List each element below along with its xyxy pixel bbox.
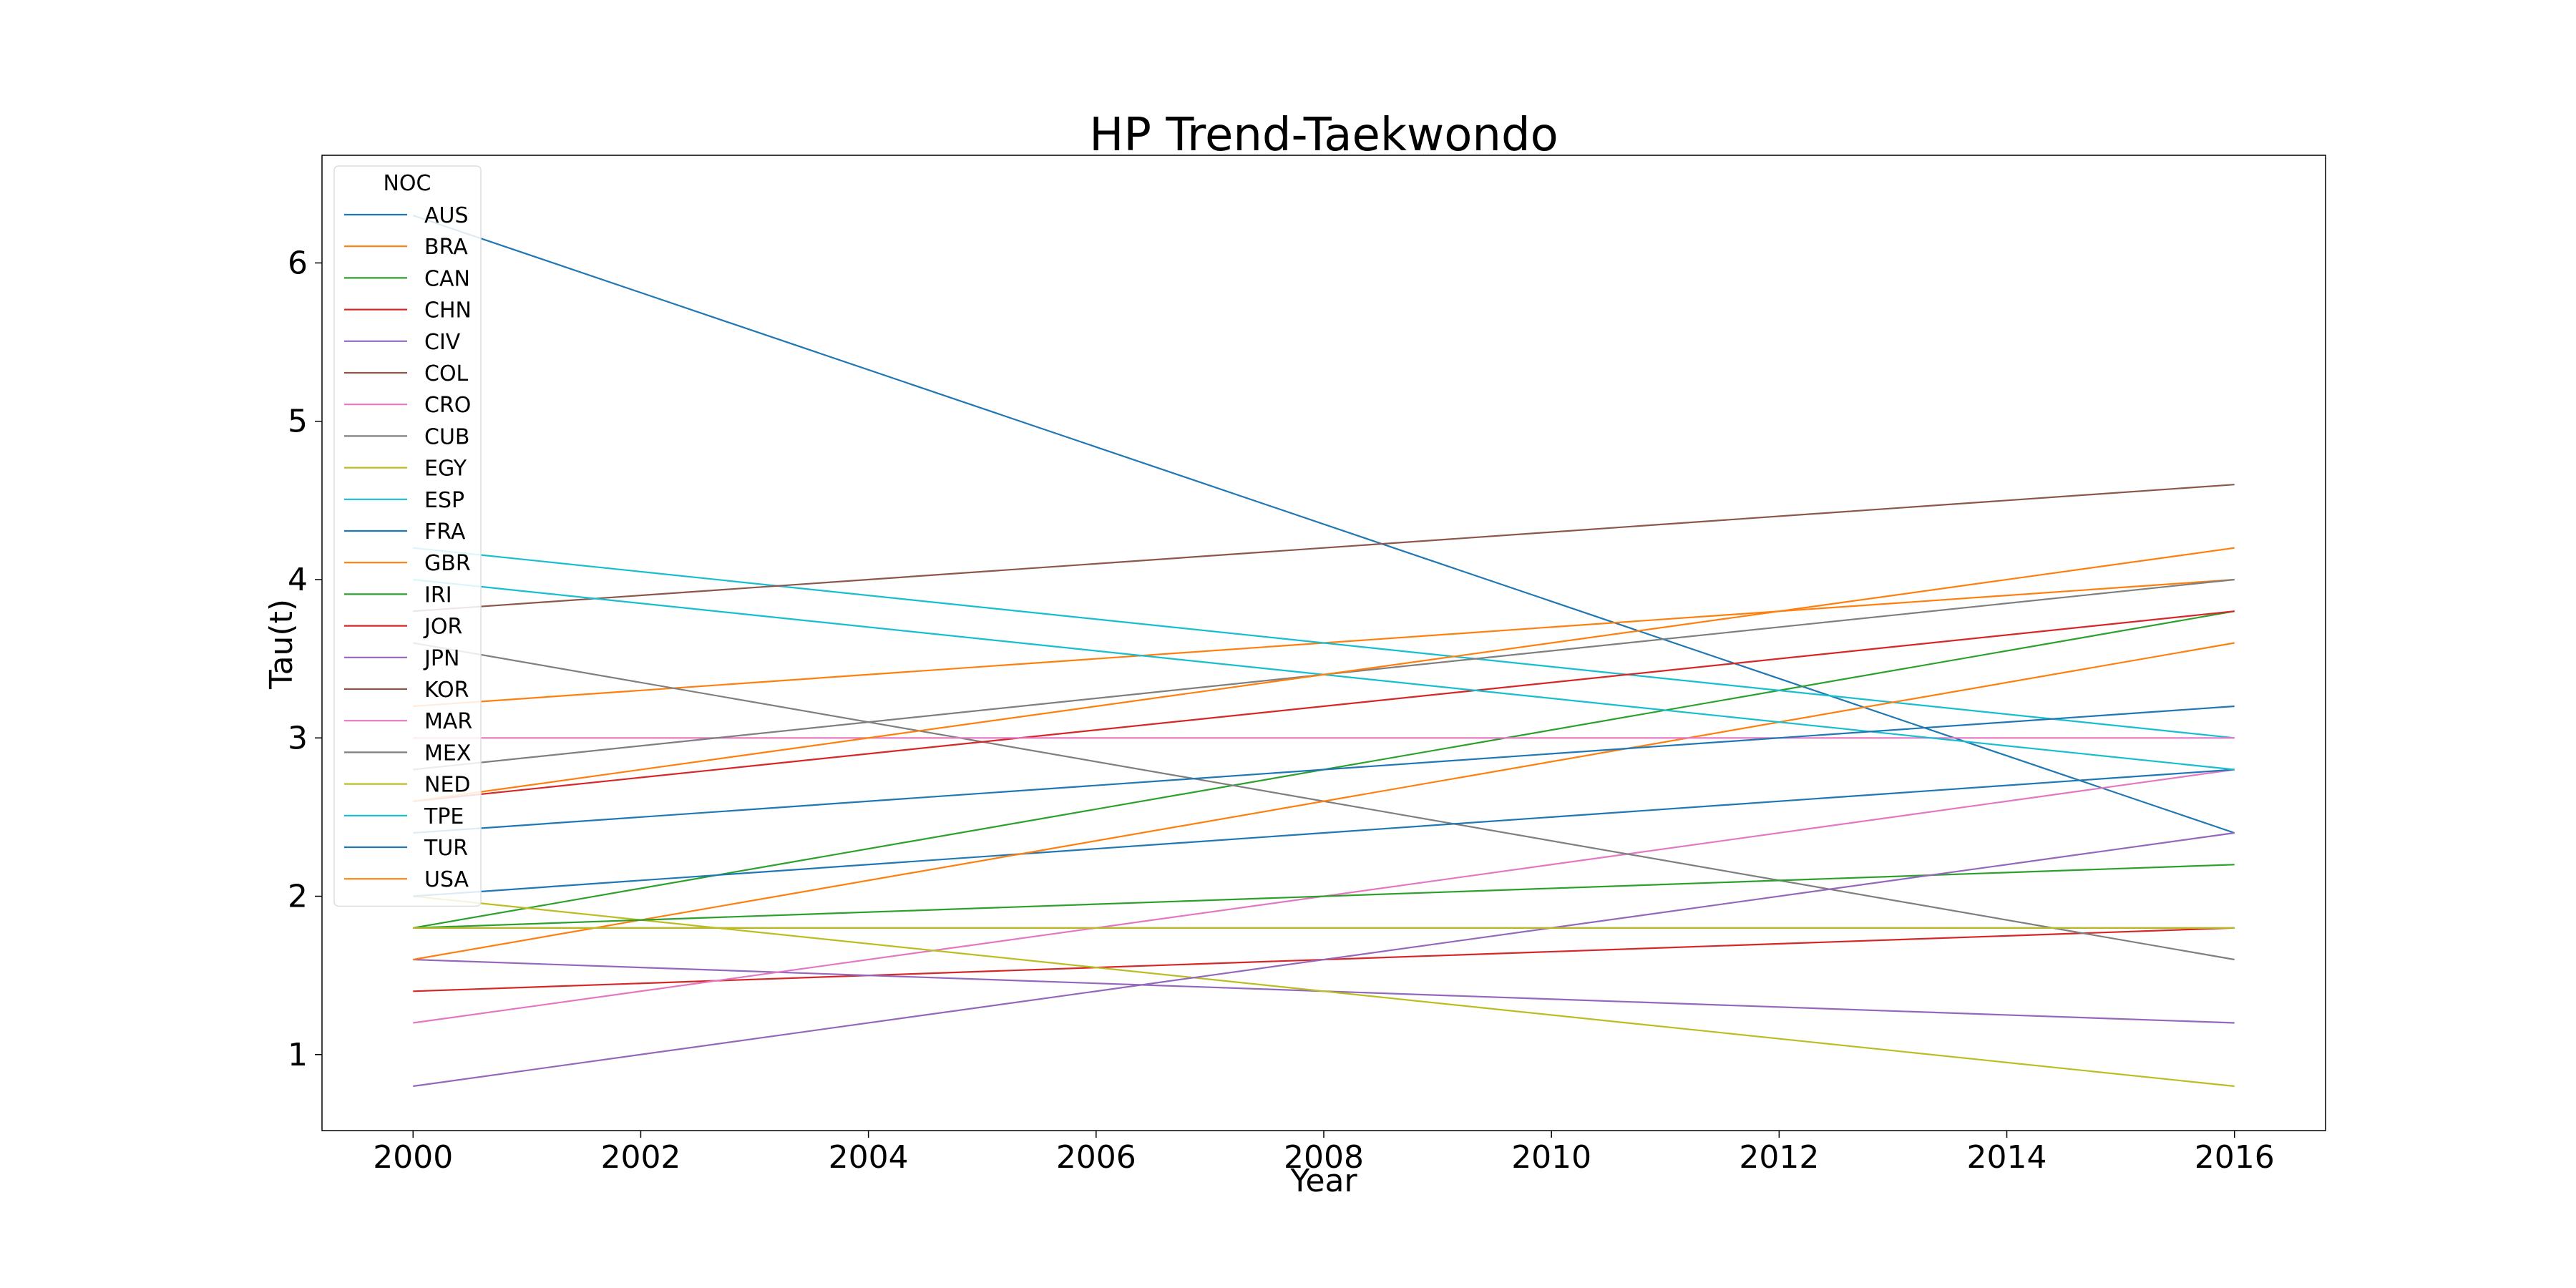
series-line-tur — [413, 705, 2235, 834]
legend-label-esp: ESP — [424, 488, 464, 513]
legend-label-gbr: GBR — [424, 551, 471, 576]
series-line-gbr — [413, 642, 2235, 961]
series-line-esp — [413, 547, 2235, 739]
x-tick-label: 2008 — [1284, 1139, 1364, 1176]
legend-label-can: CAN — [424, 266, 470, 291]
series-lines — [412, 215, 2235, 1088]
legend-label-cub: CUB — [424, 424, 470, 449]
series-line-fra — [413, 769, 2235, 897]
legend-label-bra: BRA — [424, 235, 468, 260]
legend-label-civ: CIV — [424, 330, 461, 355]
x-tick-label: 2006 — [1056, 1139, 1136, 1176]
legend-label-aus: AUS — [424, 203, 469, 228]
chart-title: HP Trend-Taekwondo — [1089, 109, 1558, 162]
legend-label-usa: USA — [424, 867, 469, 892]
x-axis: 2000 2002 2004 2006 2008 2010 2012 2014 2016 — [373, 1131, 2275, 1176]
series-line-egy — [413, 895, 2235, 1088]
legend-label-tpe: TPE — [424, 804, 464, 829]
x-tick-label: 2004 — [829, 1139, 909, 1176]
y-tick-label: 3 — [288, 720, 308, 756]
legend-label-mar: MAR — [424, 709, 472, 734]
legend-label-jor: JOR — [423, 615, 462, 640]
legend-label-egy: EGY — [424, 457, 467, 482]
y-axis: 1 2 3 4 5 6 — [288, 245, 322, 1073]
x-tick-label: 2000 — [373, 1139, 453, 1176]
legend-label-ned: NED — [424, 773, 471, 798]
legend-title: NOC — [383, 171, 431, 196]
y-tick-label: 4 — [288, 562, 308, 598]
legend-label-iri: IRI — [424, 582, 452, 608]
x-tick-label: 2010 — [1511, 1139, 1591, 1176]
legend: NOC AUS BRA CAN CHN CIV COL CRO CUB EGY ESP FRA GBR I… — [333, 165, 482, 907]
series-line-usa — [413, 547, 2235, 802]
series-line-aus — [412, 215, 2235, 834]
y-tick-label: 6 — [288, 245, 308, 281]
x-axis-label: Year — [1289, 1163, 1357, 1199]
legend-label-tur: TUR — [424, 836, 468, 861]
x-tick-label: 2012 — [1739, 1139, 1819, 1176]
y-tick-label: 2 — [288, 879, 308, 915]
legend-label-col: COL — [424, 361, 469, 386]
series-line-jor — [413, 610, 2235, 802]
x-tick-label: 2002 — [600, 1139, 680, 1176]
legend-label-cro: CRO — [424, 393, 471, 418]
y-tick-label: 1 — [288, 1037, 308, 1073]
series-line-iri — [413, 864, 2235, 929]
x-tick-label: 2014 — [1967, 1139, 2047, 1176]
legend-label-jpn: JPN — [423, 646, 459, 671]
series-line-jpn — [413, 831, 2235, 1088]
legend-label-kor: KOR — [424, 678, 469, 703]
x-tick-label: 2016 — [2195, 1139, 2275, 1176]
legend-label-fra: FRA — [424, 519, 466, 545]
y-axis-label: Tau(t) — [263, 599, 300, 690]
legend-label-chn: CHN — [424, 298, 472, 323]
legend-label-mex: MEX — [424, 741, 471, 766]
y-tick-label: 5 — [288, 404, 308, 440]
series-line-kor — [413, 484, 2235, 613]
